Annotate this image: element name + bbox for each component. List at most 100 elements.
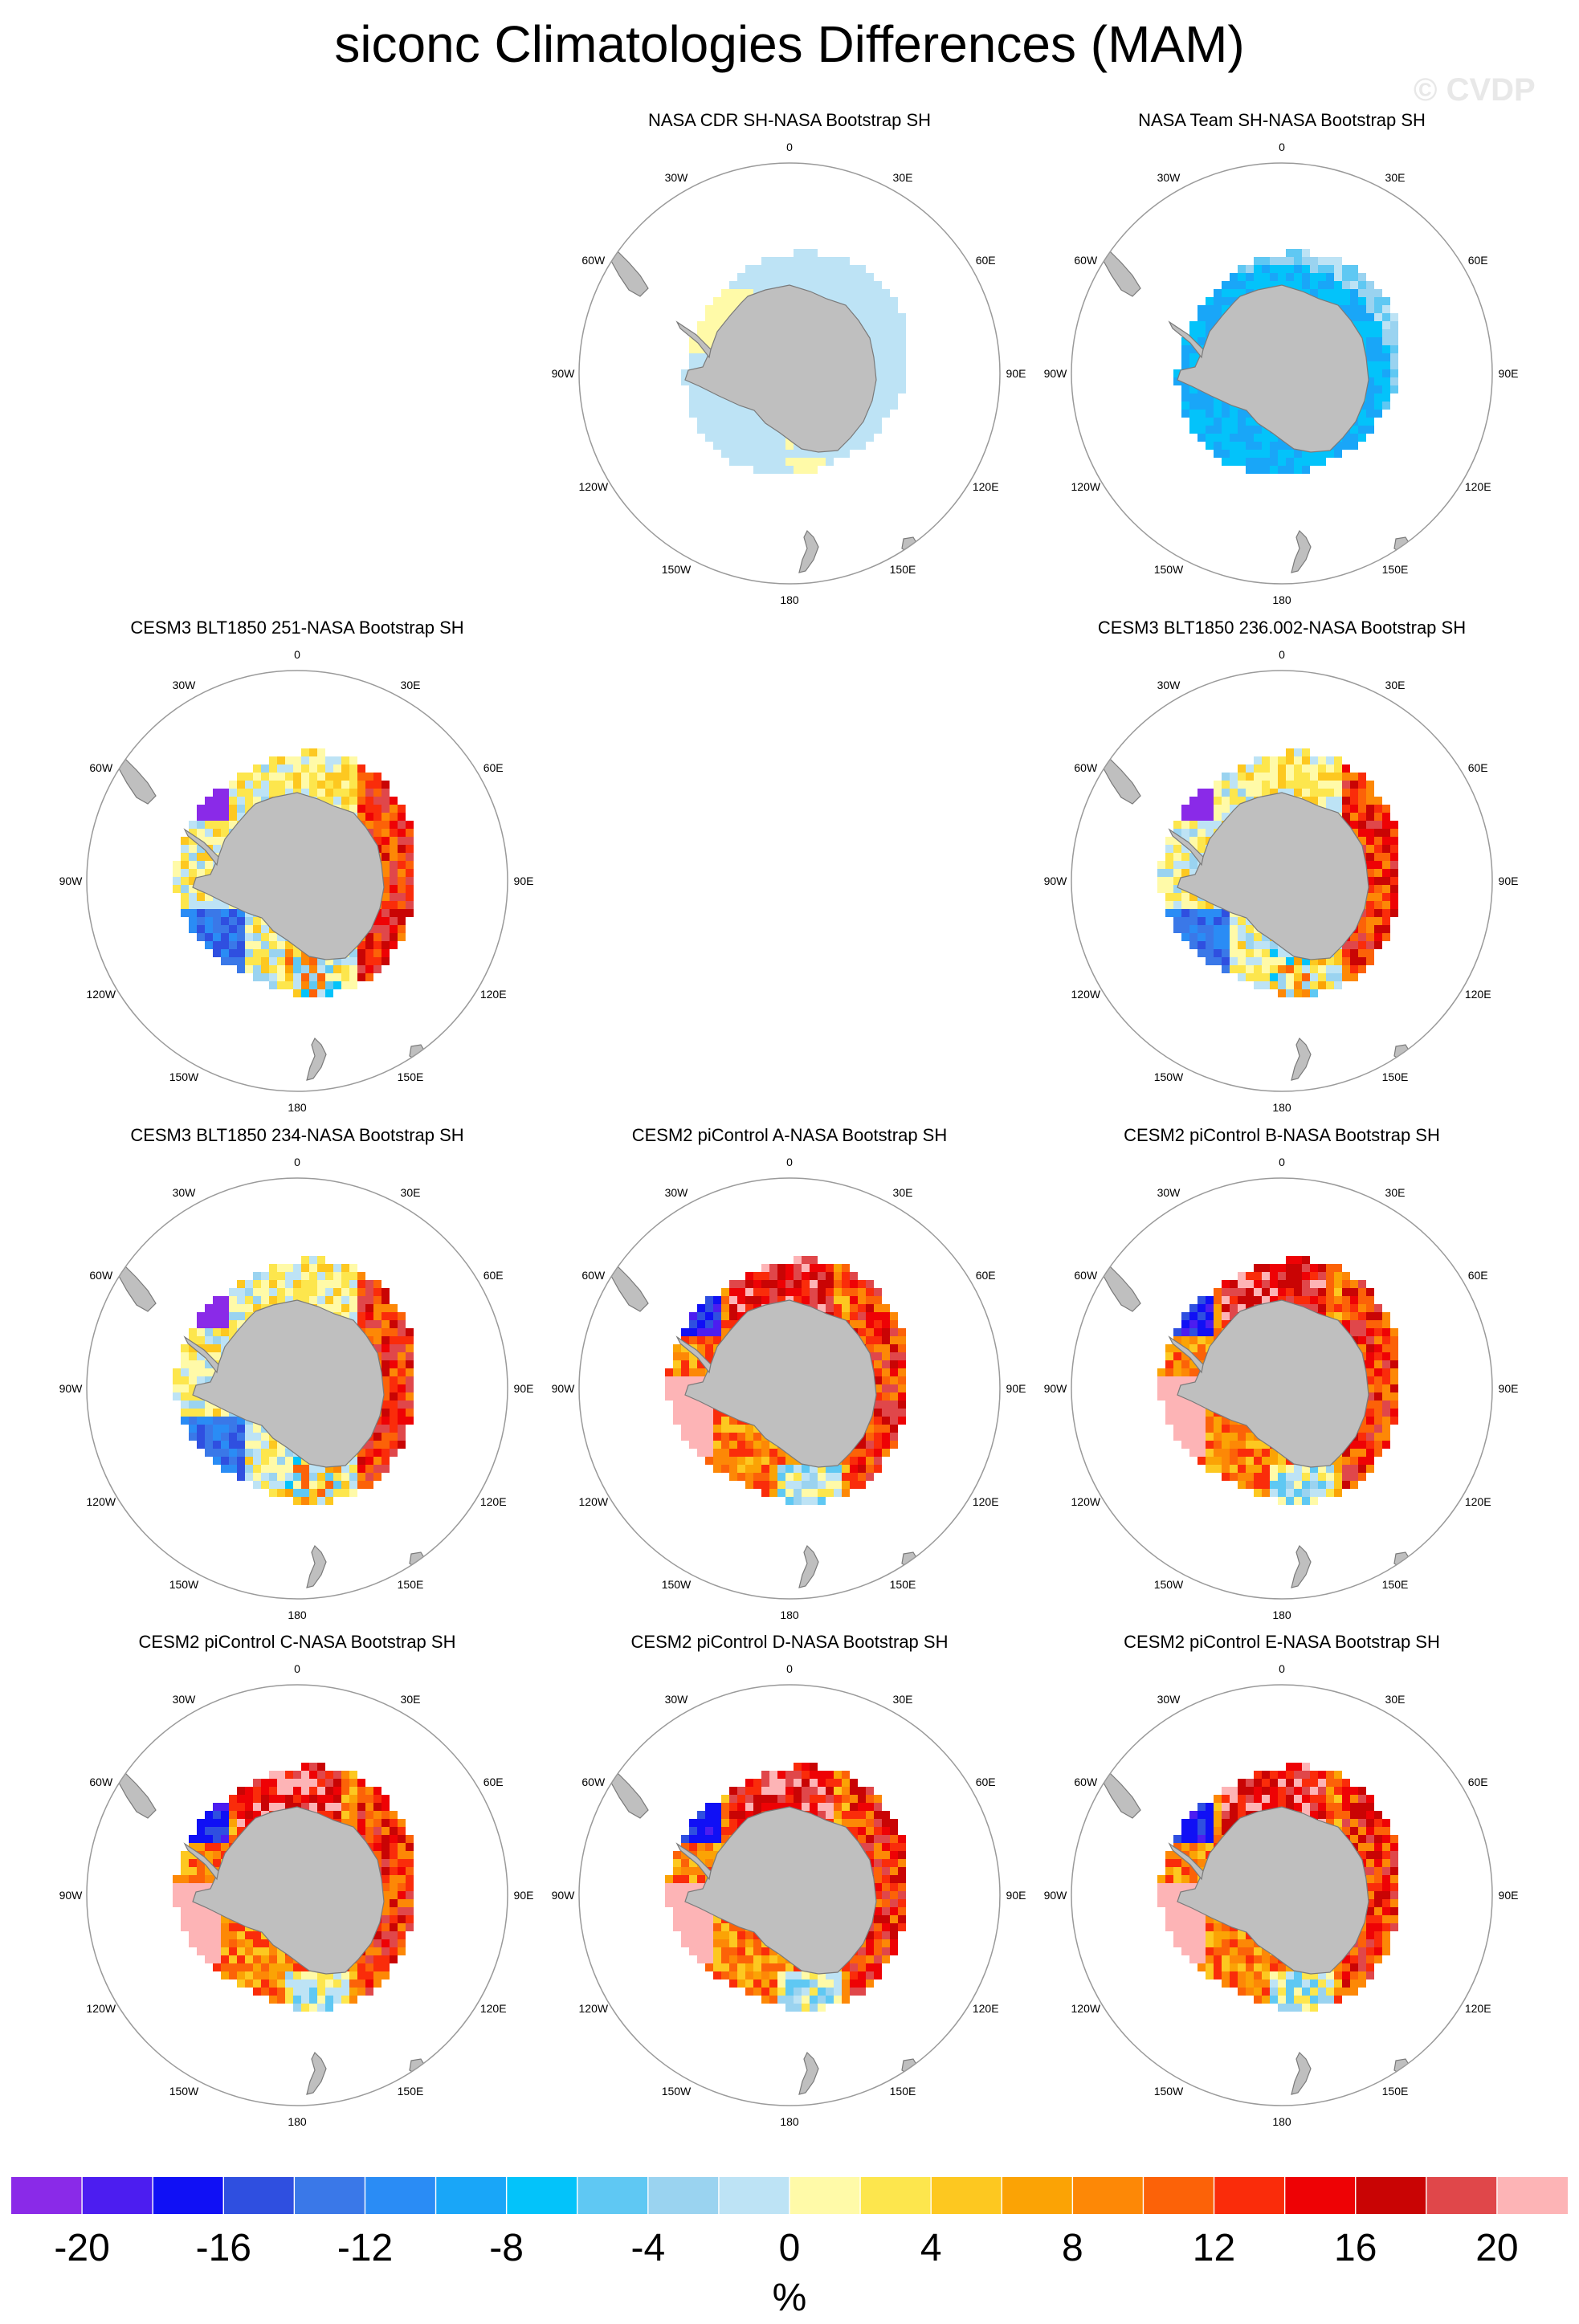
- longitude-label: 60E: [976, 1269, 996, 1282]
- longitude-label: 150W: [169, 1070, 199, 1083]
- longitude-label: 90W: [552, 1382, 576, 1395]
- longitude-label: 0: [1279, 141, 1285, 153]
- longitude-label: 90W: [552, 1889, 576, 1902]
- south-america-landmass: [597, 1752, 649, 1819]
- colorbar-box: [153, 2177, 224, 2214]
- antarctic-peninsula: [183, 1842, 219, 1881]
- longitude-label: 150W: [662, 563, 692, 576]
- longitude-label: 90E: [1499, 367, 1519, 380]
- colorbar-tick-label: -12: [337, 2227, 393, 2269]
- panel-title: CESM3 BLT1850 234-NASA Bootstrap SH: [130, 1125, 463, 1145]
- south-america-landmass: [1089, 738, 1141, 805]
- longitude-label: 30W: [1157, 1186, 1181, 1199]
- panel-title: NASA Team SH-NASA Bootstrap SH: [1138, 110, 1426, 130]
- panel-title: CESM2 piControl B-NASA Bootstrap SH: [1124, 1125, 1440, 1145]
- longitude-label: 60W: [1074, 254, 1098, 267]
- new-zealand-landmass: [798, 529, 819, 573]
- longitude-label: 120E: [1465, 2002, 1491, 2015]
- antarctic-peninsula: [1168, 320, 1204, 359]
- longitude-label: 30W: [665, 1693, 689, 1706]
- colorbar-box: [294, 2177, 365, 2214]
- map-panel-p5: CESM3 BLT1850 234-NASA Bootstrap SH 0 30E 6…: [59, 1125, 534, 1621]
- colorbar-box: [506, 2177, 577, 2214]
- colorbar-tick-label: -20: [54, 2227, 109, 2269]
- colorbar-box: [790, 2177, 861, 2214]
- new-zealand-landmass: [798, 2051, 819, 2095]
- longitude-label: 90W: [59, 1382, 84, 1395]
- panel-title: CESM3 BLT1850 251-NASA Bootstrap SH: [130, 618, 463, 638]
- map-panel-p6: CESM2 piControl A-NASA Bootstrap SH 0 30E 6…: [552, 1125, 1026, 1621]
- longitude-label: 150E: [398, 1070, 424, 1083]
- longitude-label: 180: [780, 593, 799, 606]
- longitude-label: 180: [1272, 1101, 1291, 1114]
- colorbar-box: [931, 2177, 1002, 2214]
- map-panel-p4: CESM3 BLT1850 236.002-NASA Bootstrap SH 0…: [1044, 618, 1519, 1114]
- longitude-label: 120W: [579, 480, 609, 493]
- longitude-label: 120E: [480, 988, 507, 1001]
- colorbar-box: [1002, 2177, 1073, 2214]
- south-america-landmass: [597, 1246, 649, 1312]
- colorbar-tick-label: 12: [1193, 2227, 1235, 2269]
- longitude-label: 60E: [976, 254, 996, 267]
- longitude-label: 180: [288, 1608, 307, 1621]
- map-panel-p2: NASA Team SH-NASA Bootstrap SH 0 30E 60E 90E…: [1044, 110, 1519, 606]
- map-panel-p8: CESM2 piControl C-NASA Bootstrap SH 0 30E 6…: [59, 1632, 534, 2128]
- map-boundary-circle: [1071, 162, 1493, 585]
- longitude-label: 30W: [173, 1693, 197, 1706]
- antarctica-landmass: [192, 792, 385, 960]
- longitude-label: 30E: [401, 1693, 421, 1706]
- longitude-label: 60W: [89, 1776, 113, 1788]
- longitude-label: 60W: [581, 1776, 606, 1788]
- longitude-label: 90E: [1499, 1889, 1519, 1902]
- longitude-label: 180: [780, 1608, 799, 1621]
- longitude-label: 150E: [398, 1578, 424, 1591]
- colorbar-tick-label: 0: [779, 2227, 801, 2269]
- longitude-label: 60W: [1074, 761, 1098, 774]
- longitude-label: 60E: [1468, 1776, 1488, 1788]
- longitude-label: 150W: [1154, 1070, 1184, 1083]
- map-boundary-circle: [578, 1684, 1001, 2106]
- south-america-landmass: [104, 1246, 157, 1312]
- map-panel-p3: CESM3 BLT1850 251-NASA Bootstrap SH 0 30E 6…: [59, 618, 534, 1114]
- map-boundary-circle: [1071, 1177, 1493, 1600]
- new-zealand-landmass: [798, 1544, 819, 1588]
- panel-title: CESM2 piControl A-NASA Bootstrap SH: [632, 1125, 948, 1145]
- longitude-label: 90W: [1044, 1889, 1068, 1902]
- longitude-label: 0: [1279, 648, 1285, 661]
- longitude-label: 150W: [169, 1578, 199, 1591]
- longitude-label: 150E: [890, 1578, 916, 1591]
- colorbar-box: [223, 2177, 295, 2214]
- south-america-landmass: [597, 230, 649, 297]
- longitude-label: 180: [1272, 2115, 1291, 2128]
- longitude-label: 0: [1279, 1662, 1285, 1675]
- colorbar-box: [860, 2177, 932, 2214]
- longitude-label: 150W: [662, 1578, 692, 1591]
- longitude-label: 0: [294, 1156, 300, 1168]
- longitude-label: 60E: [1468, 254, 1488, 267]
- colorbar-tick-label: -16: [196, 2227, 251, 2269]
- longitude-label: 0: [786, 1156, 793, 1168]
- map-boundary-circle: [578, 1177, 1001, 1600]
- longitude-label: 30E: [1385, 679, 1406, 691]
- longitude-label: 60E: [483, 1269, 504, 1282]
- antarctic-peninsula: [675, 1335, 712, 1374]
- colorbar-box: [647, 2177, 719, 2214]
- longitude-label: 60W: [89, 761, 113, 774]
- longitude-label: 30E: [1385, 1693, 1406, 1706]
- colorbar-box: [577, 2177, 648, 2214]
- colorbar-box: [365, 2177, 436, 2214]
- new-zealand-landmass: [1291, 529, 1312, 573]
- longitude-label: 120E: [1465, 480, 1491, 493]
- colorbar-tick-label: 8: [1062, 2227, 1083, 2269]
- colorbar-box: [1355, 2177, 1426, 2214]
- longitude-label: 150E: [1382, 563, 1409, 576]
- longitude-label: 120E: [480, 1495, 507, 1508]
- new-zealand-landmass: [306, 1037, 327, 1081]
- longitude-label: 150E: [1382, 1578, 1409, 1591]
- longitude-label: 60W: [1074, 1776, 1098, 1788]
- map-boundary-circle: [86, 1177, 508, 1600]
- panel-title: CESM3 BLT1850 236.002-NASA Bootstrap SH: [1098, 618, 1466, 638]
- new-zealand-landmass: [1291, 1544, 1312, 1588]
- longitude-label: 90E: [514, 1889, 534, 1902]
- longitude-label: 0: [294, 648, 300, 661]
